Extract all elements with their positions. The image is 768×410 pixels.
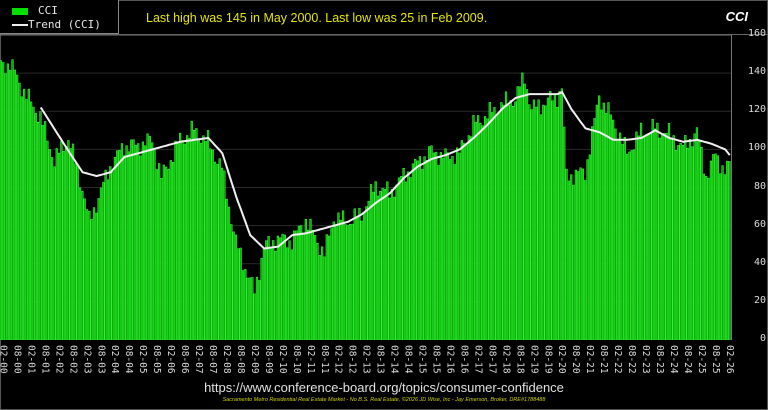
x-tick-label: 02-18 xyxy=(500,345,512,374)
x-tick-label: 02-19 xyxy=(528,345,540,374)
x-tick-label: 02-10 xyxy=(276,345,288,374)
chart-header: CCI Trend (CCI) Last high was 145 in May… xyxy=(0,0,768,35)
x-tick-label: 08-24 xyxy=(681,345,693,374)
y-tick-label: 100 xyxy=(747,142,766,154)
legend: CCI Trend (CCI) xyxy=(0,0,119,34)
x-tick-label: 08-11 xyxy=(318,345,330,374)
chart-title: CCI xyxy=(725,9,748,24)
legend-line-swatch-icon xyxy=(12,24,28,26)
y-tick-label: 20 xyxy=(753,294,766,306)
y-tick-label: 40 xyxy=(753,256,766,268)
source-url: https://www.conference-board.org/topics/… xyxy=(204,380,564,395)
x-tick-label: 02-12 xyxy=(332,345,344,374)
x-tick-label: 08-03 xyxy=(95,345,107,374)
x-tick-label: 02-13 xyxy=(360,345,372,374)
x-tick-label: 08-19 xyxy=(542,345,554,374)
chart-subtitle: Last high was 145 in May 2000. Last low … xyxy=(146,11,488,25)
x-tick-label: 08-02 xyxy=(67,345,79,374)
x-tick-label: 08-18 xyxy=(514,345,526,374)
x-tick-label: 02-17 xyxy=(472,345,484,374)
x-tick-label: 08-25 xyxy=(709,345,721,374)
x-tick-label: 02-06 xyxy=(165,345,177,374)
y-tick-label: 140 xyxy=(747,66,766,78)
x-tick-label: 08-13 xyxy=(374,345,386,374)
x-tick-label: 02-15 xyxy=(416,345,428,374)
x-tick-label: 02-14 xyxy=(388,345,400,374)
x-tick-label: 08-22 xyxy=(626,345,638,374)
x-tick-label: 08-05 xyxy=(151,345,163,374)
x-tick-label: 02-00 xyxy=(0,345,9,374)
x-tick-label: 08-08 xyxy=(234,345,246,374)
x-tick-label: 02-25 xyxy=(695,345,707,374)
x-tick-label: 02-22 xyxy=(612,345,624,374)
y-tick-label: 160 xyxy=(747,28,766,39)
chart-canvas xyxy=(0,35,731,340)
x-tick-label: 08-10 xyxy=(290,345,302,374)
plot-area xyxy=(0,35,732,340)
x-tick-label: 02-05 xyxy=(137,345,149,374)
footer-credit: Sacramento Metro Residential Real Estate… xyxy=(222,397,546,403)
x-tick-label: 02-24 xyxy=(667,345,679,374)
x-tick-label: 08-01 xyxy=(39,345,51,374)
x-tick-label: 02-07 xyxy=(193,345,205,374)
x-tick-label: 02-02 xyxy=(53,345,65,374)
legend-label: Trend (CCI) xyxy=(28,18,101,31)
x-tick-label: 08-12 xyxy=(346,345,358,374)
x-tick-label: 02-20 xyxy=(556,345,568,374)
x-tick-label: 02-23 xyxy=(640,345,652,374)
x-tick-label: 08-07 xyxy=(207,345,218,374)
x-tick-label: 02-03 xyxy=(81,345,93,374)
x-tick-label: 08-17 xyxy=(486,345,498,374)
y-tick-label: 60 xyxy=(753,218,766,230)
x-tick-label: 02-09 xyxy=(248,345,260,374)
legend-item-cci: CCI xyxy=(12,4,58,17)
x-tick-label: 02-08 xyxy=(220,345,232,374)
x-tick-label: 08-06 xyxy=(179,345,191,374)
x-tick-label: 02-04 xyxy=(109,345,121,374)
y-tick-label: 120 xyxy=(747,104,766,116)
x-tick-label: 08-09 xyxy=(262,345,274,374)
legend-bar-swatch-icon xyxy=(12,7,28,15)
x-tick-label: 02-11 xyxy=(304,345,316,374)
y-tick-label: 80 xyxy=(753,180,766,192)
x-tick-label: 08-23 xyxy=(653,345,665,374)
x-tick-label: 08-04 xyxy=(123,345,135,374)
x-tick-label: 08-16 xyxy=(458,345,470,374)
x-tick-label: 08-21 xyxy=(598,345,610,374)
legend-item-trend: Trend (CCI) xyxy=(12,18,101,31)
legend-label: CCI xyxy=(38,4,58,17)
y-tick-label: 0 xyxy=(759,333,766,344)
x-tick-label: 02-26 xyxy=(723,345,735,374)
x-tick-label: 02-16 xyxy=(444,345,456,374)
x-tick-label: 02-01 xyxy=(25,345,37,374)
x-tick-label: 02-21 xyxy=(584,345,596,374)
x-tick-label: 08-15 xyxy=(430,345,442,374)
x-tick-label: 08-00 xyxy=(11,345,23,374)
x-tick-label: 08-14 xyxy=(402,345,414,374)
x-tick-label: 08-20 xyxy=(570,345,582,374)
